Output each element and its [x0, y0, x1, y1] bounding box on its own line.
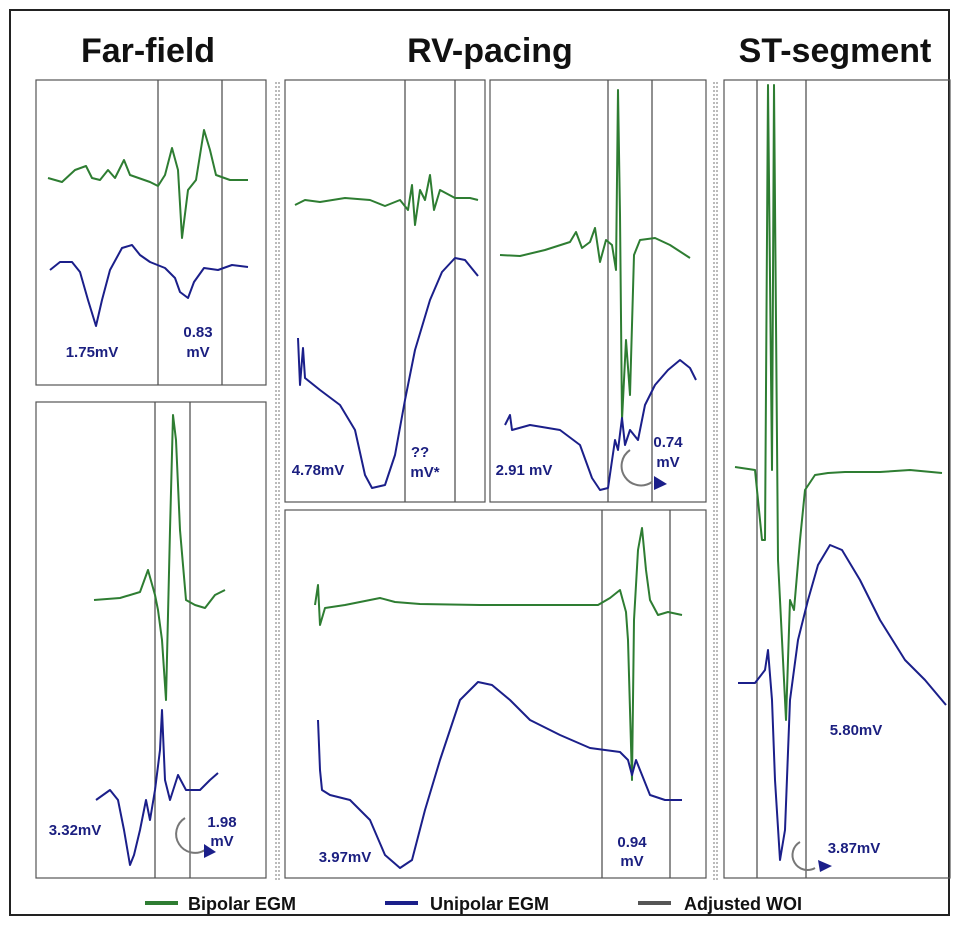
- amplitude-label: 0.83: [183, 324, 212, 341]
- amplitude-label: 3.87mV: [828, 840, 881, 857]
- amplitude-label: 4.78mV: [292, 462, 345, 479]
- amplitude-label: ??: [411, 444, 429, 461]
- amplitude-label: 3.32mV: [49, 822, 102, 839]
- panel: 2.91 mV 0.74 mV: [489, 79, 707, 503]
- panel: 1.75mV 0.83 mV: [35, 79, 267, 386]
- amplitude-label: mV: [620, 853, 643, 870]
- legend-label: Adjusted WOI: [684, 894, 802, 914]
- amplitude-label: mV: [186, 344, 209, 361]
- amplitude-label: 0.74: [653, 434, 683, 451]
- amplitude-label: 1.98: [207, 814, 236, 831]
- column-title: RV-pacing: [407, 32, 573, 70]
- amplitude-label: mV*: [410, 464, 439, 481]
- outer-border: [9, 9, 950, 916]
- amplitude-label: 2.91 mV: [496, 462, 553, 479]
- column-title: ST-segment: [739, 32, 932, 70]
- legend: Bipolar EGM Unipolar EGM Adjusted WOI: [145, 894, 802, 914]
- panel: 3.32mV 1.98 mV: [35, 401, 267, 879]
- amplitude-label: mV: [210, 833, 233, 850]
- amplitude-label: mV: [656, 454, 679, 471]
- amplitude-label: 5.80mV: [830, 722, 883, 739]
- amplitude-label: 0.94: [617, 834, 647, 851]
- amplitude-label: 1.75mV: [66, 344, 119, 361]
- panel: 5.80mV 3.87mV: [723, 79, 951, 879]
- amplitude-label: 3.97mV: [319, 849, 372, 866]
- panel: 3.97mV 0.94 mV: [284, 509, 707, 879]
- legend-label: Unipolar EGM: [430, 894, 549, 914]
- separators: [275, 82, 718, 880]
- column-title: Far-field: [81, 32, 215, 70]
- panel: 4.78mV ?? mV*: [284, 79, 486, 503]
- legend-label: Bipolar EGM: [188, 894, 296, 914]
